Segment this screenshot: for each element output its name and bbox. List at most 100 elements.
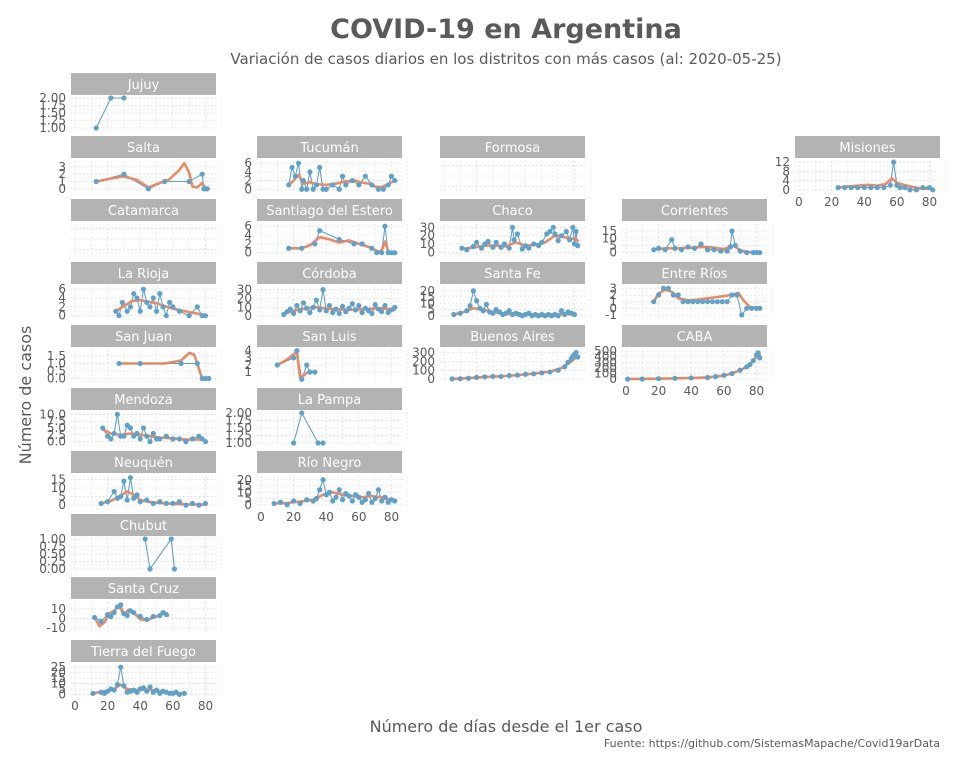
y-tick-label: 1.75: [225, 414, 252, 428]
data-point: [493, 239, 499, 245]
facet-label: Santa Cruz: [108, 582, 179, 597]
x-tick-label: 0: [795, 195, 803, 209]
y-tick-label: 2: [244, 358, 252, 372]
data-point: [506, 308, 512, 314]
data-point: [204, 186, 210, 192]
y-tick-label: -10: [46, 621, 66, 635]
facet-strip: [257, 262, 402, 284]
y-tick-label: 1: [609, 295, 617, 309]
data-point: [114, 411, 121, 417]
data-point: [333, 306, 339, 312]
data-point: [724, 299, 730, 305]
data-point: [379, 309, 385, 315]
data-point: [713, 374, 719, 380]
data-point: [356, 182, 362, 188]
data-point: [374, 250, 380, 256]
y-tick-label: 10: [51, 677, 66, 691]
smooth-line: [94, 161, 210, 191]
data-point: [118, 664, 124, 670]
y-tick-label: 0: [427, 245, 435, 259]
y-tick-label: 5: [244, 492, 252, 506]
data-point: [312, 369, 318, 375]
data-point: [662, 247, 668, 253]
panel-0: Jujuy 1.001.251.501.752.00: [39, 73, 223, 135]
data-point: [868, 184, 874, 191]
data-point: [140, 685, 147, 691]
data-point: [121, 683, 127, 689]
data-point: [286, 182, 292, 188]
y-tick-label: 1.50: [39, 106, 66, 120]
data-point: [757, 305, 763, 311]
data-point: [719, 299, 725, 305]
x-tick-label: 0: [622, 384, 630, 398]
y-tick-label: 8: [782, 164, 790, 178]
data-point: [145, 186, 151, 192]
data-point: [137, 360, 143, 367]
data-point: [913, 187, 920, 193]
y-tick-label: 20: [237, 473, 252, 487]
data-point: [550, 224, 556, 230]
data-point: [656, 245, 662, 251]
y-tick-label: 2.5: [47, 428, 66, 442]
data-point: [457, 310, 463, 316]
data-point: [660, 285, 667, 291]
data-point: [176, 308, 182, 314]
data-point: [729, 228, 735, 234]
data-point: [711, 247, 717, 253]
y-tick-label: 0: [58, 611, 66, 625]
data-point: [369, 310, 375, 317]
data-point: [131, 610, 137, 616]
data-point: [732, 242, 738, 249]
x-tick-label: 40: [857, 195, 872, 209]
data-point: [108, 613, 114, 620]
data-point: [137, 613, 143, 620]
data-point: [392, 498, 398, 504]
data-point: [704, 374, 711, 381]
y-tick-label: 15: [51, 472, 66, 486]
panels-layer: Jujuy1.001.251.501.752.00Salta0123Tucumá…: [39, 73, 947, 713]
data-point: [108, 436, 114, 442]
y-tick-label: 0: [244, 246, 252, 260]
data-point: [124, 308, 130, 314]
data-point: [690, 299, 696, 305]
data-point: [291, 440, 297, 446]
data-point: [369, 499, 375, 505]
y-tick-label: 10: [237, 485, 252, 499]
y-tick-label: 1.25: [225, 429, 252, 443]
facet-label: Tucumán: [299, 141, 358, 156]
data-point: [526, 245, 532, 251]
y-tick-label: 5.0: [47, 421, 66, 435]
data-point: [685, 244, 691, 250]
data-point: [294, 348, 300, 354]
x-tick-label: 20: [100, 699, 115, 713]
data-point: [297, 500, 303, 507]
y-tick-label: 0.5: [47, 364, 66, 378]
x-tick-label: 20: [651, 384, 666, 398]
data-point: [339, 497, 346, 503]
data-point: [199, 171, 205, 177]
y-tick-label: 0: [58, 182, 66, 196]
data-point: [351, 241, 357, 247]
x-tick-label: 60: [716, 384, 731, 398]
data-point: [734, 292, 740, 298]
smooth-line: [117, 351, 210, 380]
data-point: [573, 228, 579, 235]
data-point: [755, 350, 761, 356]
data-point: [162, 178, 168, 185]
data-point: [108, 95, 114, 101]
y-tick-label: 2: [609, 288, 617, 302]
x-tick-label: 20: [286, 510, 301, 524]
facet-strip: [440, 262, 585, 284]
data-point: [137, 308, 143, 314]
y-tick-label: 10: [237, 300, 252, 314]
data-point: [522, 371, 529, 377]
data-point: [291, 498, 297, 504]
facet-label: Entre Ríos: [661, 267, 727, 282]
y-tick-label: 200: [594, 361, 617, 375]
x-tick-label: 20: [824, 195, 839, 209]
data-point: [691, 245, 698, 251]
y-tick-label: 0.25: [39, 555, 66, 569]
y-tick-label: 10: [51, 481, 66, 495]
data-point: [170, 500, 176, 507]
